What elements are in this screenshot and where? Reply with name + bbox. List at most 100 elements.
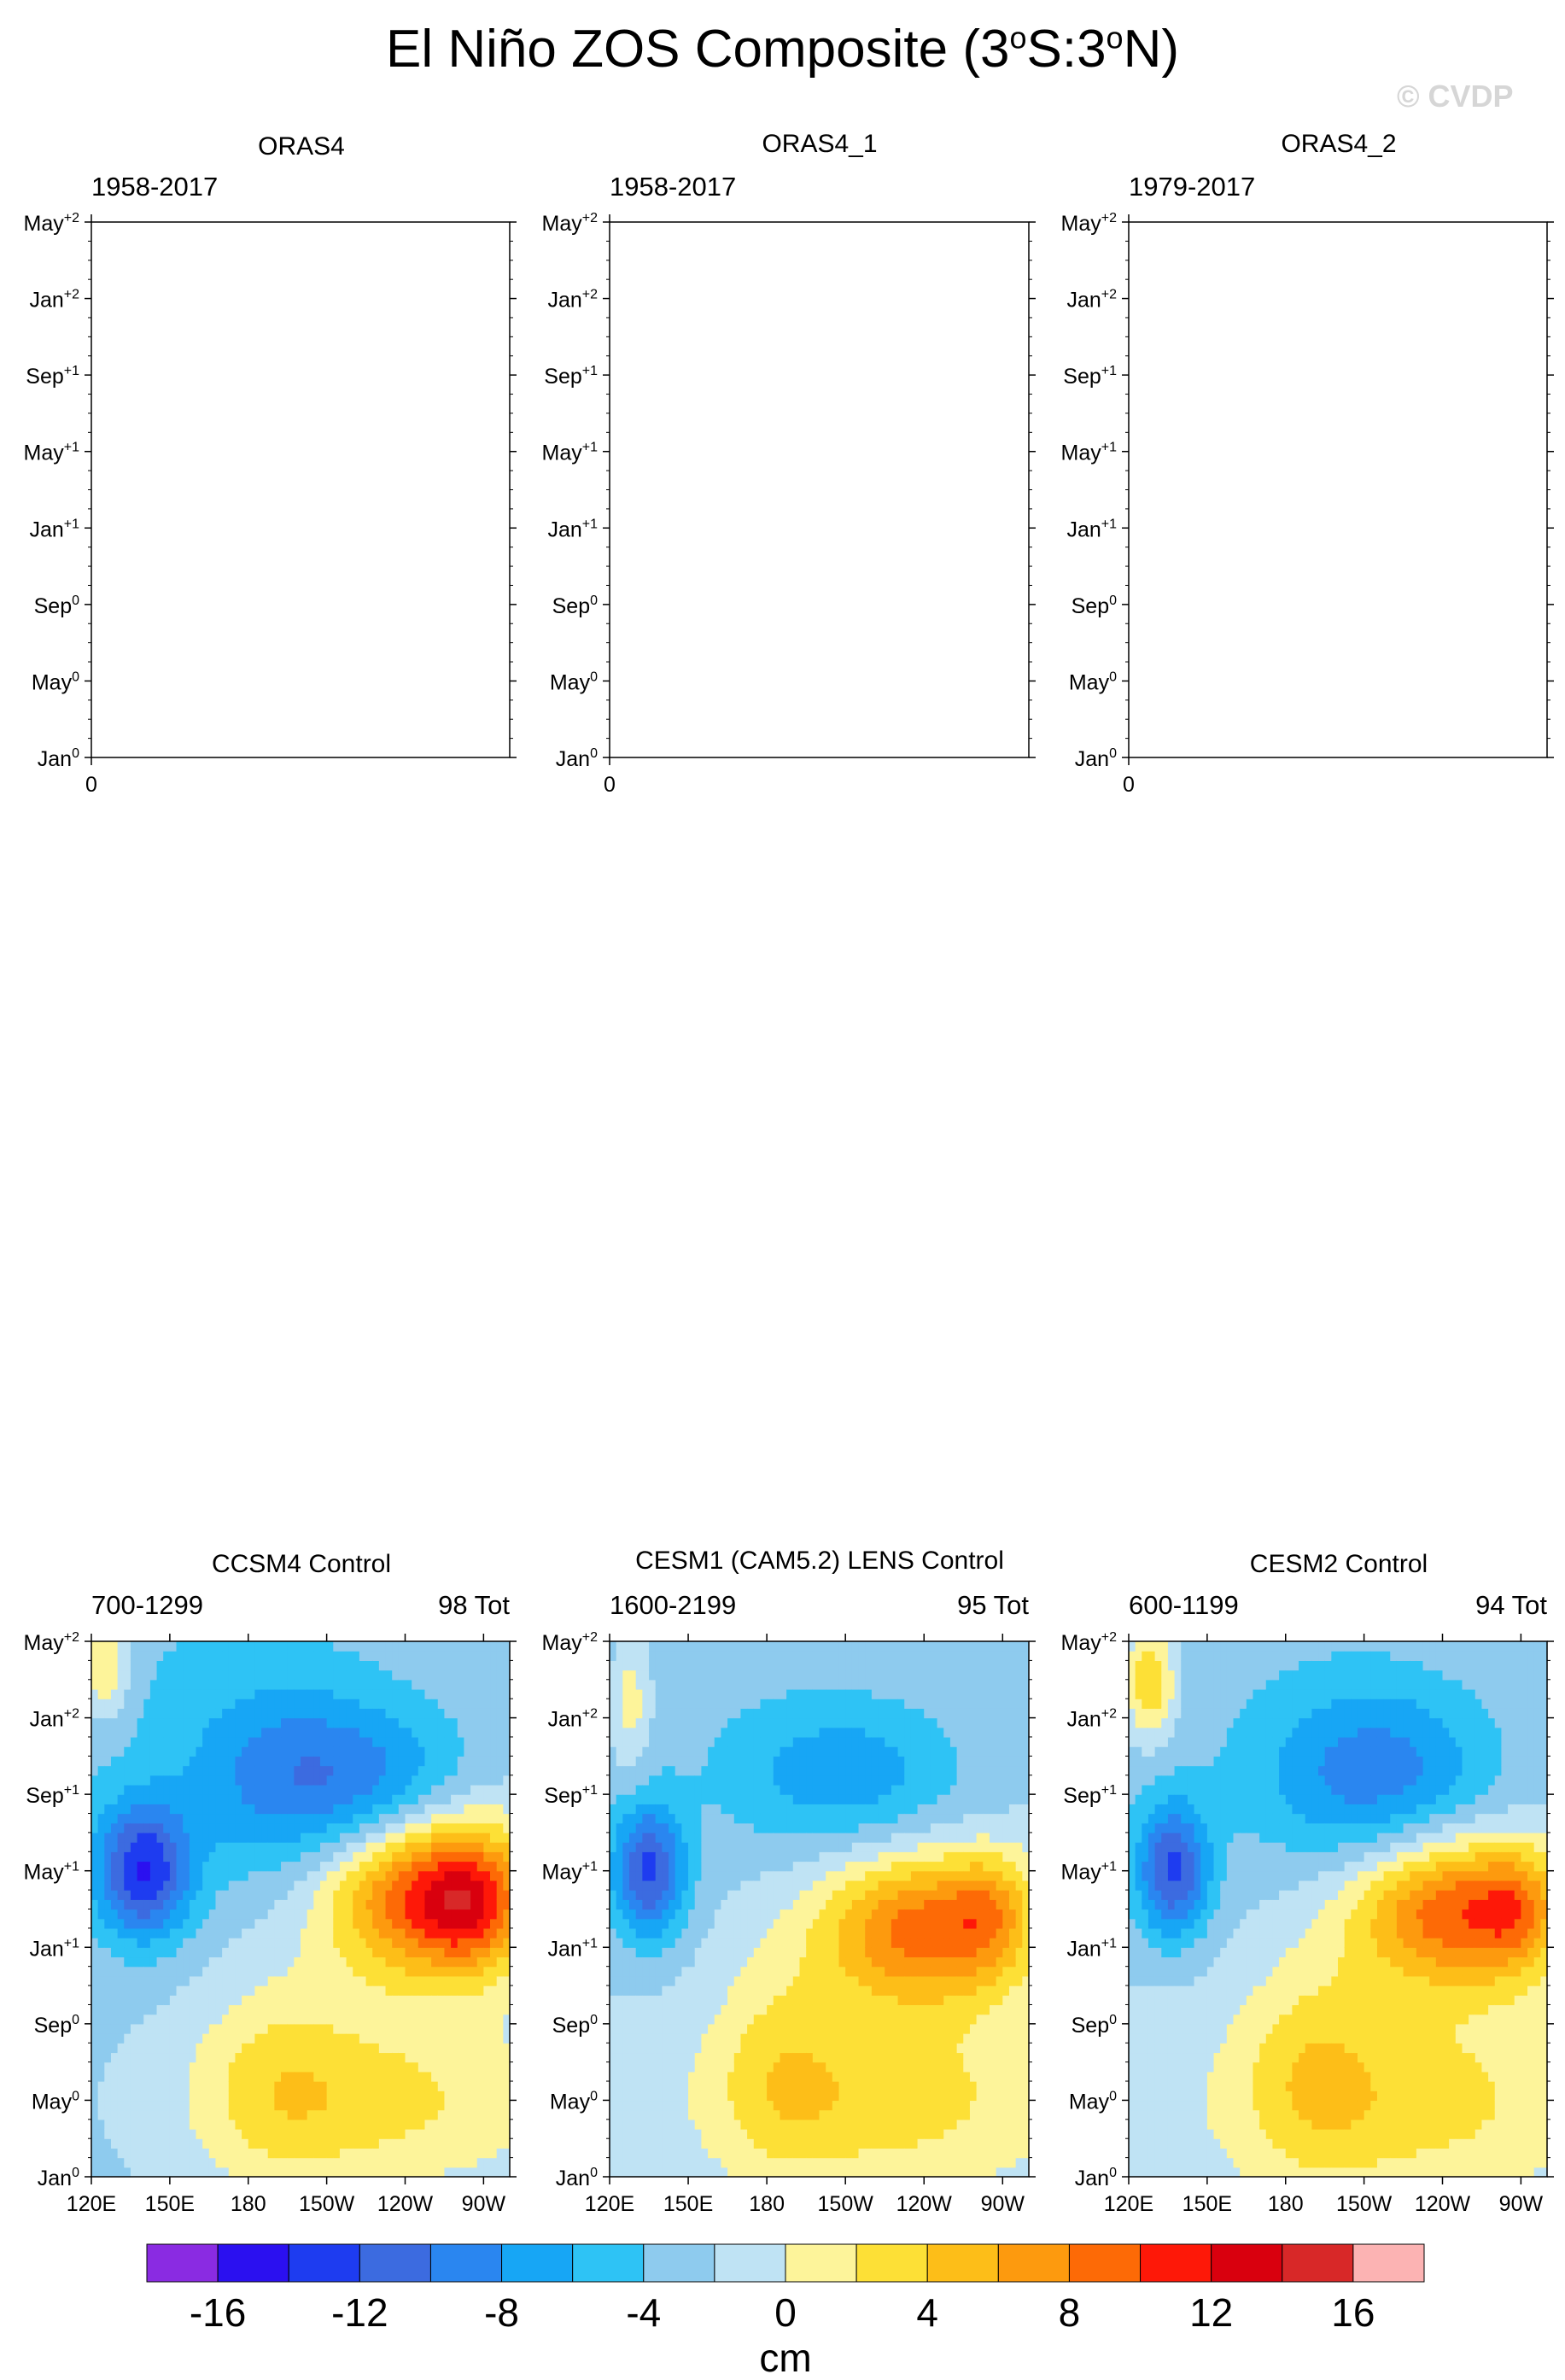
heatmap-cell xyxy=(130,1756,138,1767)
heatmap-cell xyxy=(254,2167,262,2178)
heatmap-cell xyxy=(398,1746,406,1757)
heatmap-cell xyxy=(281,1909,289,1920)
heatmap-cell xyxy=(418,2100,426,2111)
heatmap-cell xyxy=(346,1938,353,1948)
heatmap-cell xyxy=(385,1660,393,1671)
heatmap-cell xyxy=(307,1736,314,1747)
heatmap-cell xyxy=(301,1746,308,1757)
heatmap-cell xyxy=(169,1890,178,1900)
heatmap-cell xyxy=(622,1918,630,1929)
heatmap-cell xyxy=(674,1679,682,1690)
plot-panel-3: Jan0May0Sep0Jan+1May+1Sep+1Jan+2May+2120… xyxy=(24,1630,517,2216)
heatmap-cell xyxy=(721,1756,728,1767)
heatmap-cell xyxy=(242,1688,249,1699)
heatmap-cell xyxy=(674,1890,682,1900)
heatmap-cell xyxy=(91,1899,99,1910)
heatmap-cell xyxy=(287,2004,295,2015)
heatmap-cell xyxy=(721,2043,728,2054)
heatmap-cell xyxy=(503,2109,511,2120)
heatmap-cell xyxy=(307,1861,314,1872)
heatmap-cell xyxy=(642,2061,650,2073)
heatmap-cell xyxy=(470,2023,478,2034)
heatmap-cell xyxy=(124,2023,131,2034)
heatmap-cell xyxy=(476,1947,484,1958)
heatmap-cell xyxy=(662,1688,669,1699)
heatmap-cell xyxy=(496,1765,504,1776)
heatmap-cell xyxy=(418,2091,426,2102)
heatmap-cell xyxy=(346,2109,353,2120)
heatmap-cell xyxy=(183,1842,190,1852)
heatmap-cell xyxy=(635,2167,643,2178)
heatmap-cell xyxy=(254,1909,262,1920)
heatmap-cell xyxy=(301,1918,308,1929)
heatmap-cell xyxy=(622,1651,630,1661)
heatmap-cell xyxy=(117,2100,125,2111)
heatmap-cell xyxy=(97,1679,105,1690)
heatmap-cell xyxy=(483,2071,491,2082)
heatmap-cell xyxy=(261,2109,269,2120)
heatmap-cell xyxy=(424,2081,432,2091)
heatmap-cell xyxy=(202,1736,210,1747)
heatmap-cell xyxy=(674,2119,682,2130)
heatmap-cell xyxy=(674,2148,682,2159)
heatmap-cell xyxy=(476,1985,484,1996)
heatmap-cell xyxy=(124,1699,131,1709)
heatmap-cell xyxy=(339,1851,347,1862)
heatmap-cell xyxy=(714,1909,722,1920)
heatmap-cell xyxy=(326,1651,334,1661)
heatmap-cell xyxy=(307,2100,314,2111)
heatmap-cell xyxy=(346,1794,353,1804)
heatmap-cell xyxy=(97,1966,105,1977)
heatmap-cell xyxy=(242,1813,249,1824)
heatmap-cell xyxy=(156,2129,164,2139)
heatmap-cell xyxy=(319,1938,328,1948)
heatmap-cell xyxy=(610,1966,617,1977)
heatmap-cell xyxy=(412,1699,419,1709)
heatmap-cell xyxy=(254,2109,262,2120)
heatmap-cell xyxy=(333,2167,341,2178)
heatmap-cell xyxy=(248,2004,256,2015)
heatmap-cell xyxy=(235,1660,242,1671)
heatmap-cell xyxy=(248,1947,256,1958)
heatmap-cell xyxy=(457,1736,465,1747)
heatmap-cell xyxy=(294,1727,301,1738)
heatmap-cell xyxy=(301,1708,308,1719)
heatmap-cell xyxy=(313,1727,321,1738)
heatmap-cell xyxy=(267,1870,275,1881)
heatmap-cell xyxy=(457,1813,465,1824)
heatmap-cell xyxy=(476,1813,484,1824)
heatmap-cell xyxy=(470,1899,478,1910)
heatmap-cell xyxy=(392,1851,400,1862)
heatmap-cell xyxy=(235,1765,242,1776)
heatmap-cell xyxy=(681,1670,689,1681)
heatmap-cell xyxy=(307,1918,314,1929)
heatmap-cell xyxy=(490,2023,498,2034)
heatmap-cell xyxy=(169,1947,178,1958)
heatmap-cell xyxy=(629,1804,637,1815)
heatmap-cell xyxy=(326,1804,334,1815)
heatmap-cell xyxy=(359,1727,367,1738)
heatmap-cell xyxy=(196,1670,203,1681)
heatmap-cell xyxy=(655,2004,663,2015)
heatmap-cell xyxy=(176,1775,184,1786)
heatmap-cell xyxy=(372,1660,380,1671)
heatmap-cell xyxy=(189,1765,197,1776)
heatmap-cell xyxy=(490,1804,498,1815)
heatmap-cell xyxy=(378,2109,387,2120)
heatmap-cell xyxy=(117,1851,125,1862)
heatmap-cell xyxy=(694,1880,702,1891)
heatmap-cell xyxy=(464,1861,471,1872)
heatmap-cell xyxy=(457,2129,465,2139)
heatmap-cell xyxy=(215,2014,223,2025)
heatmap-cell xyxy=(490,2052,498,2063)
heatmap-cell xyxy=(169,1670,178,1681)
heatmap-cell xyxy=(267,2004,275,2015)
heatmap-cell xyxy=(228,1784,237,1795)
heatmap-cell xyxy=(110,2109,119,2120)
heatmap-cell xyxy=(496,1890,504,1900)
heatmap-cell xyxy=(424,1927,432,1939)
heatmap-cell xyxy=(412,1717,419,1728)
heatmap-cell xyxy=(365,1765,373,1776)
heatmap-cell xyxy=(365,2100,373,2111)
heatmap-cell xyxy=(183,1775,190,1786)
